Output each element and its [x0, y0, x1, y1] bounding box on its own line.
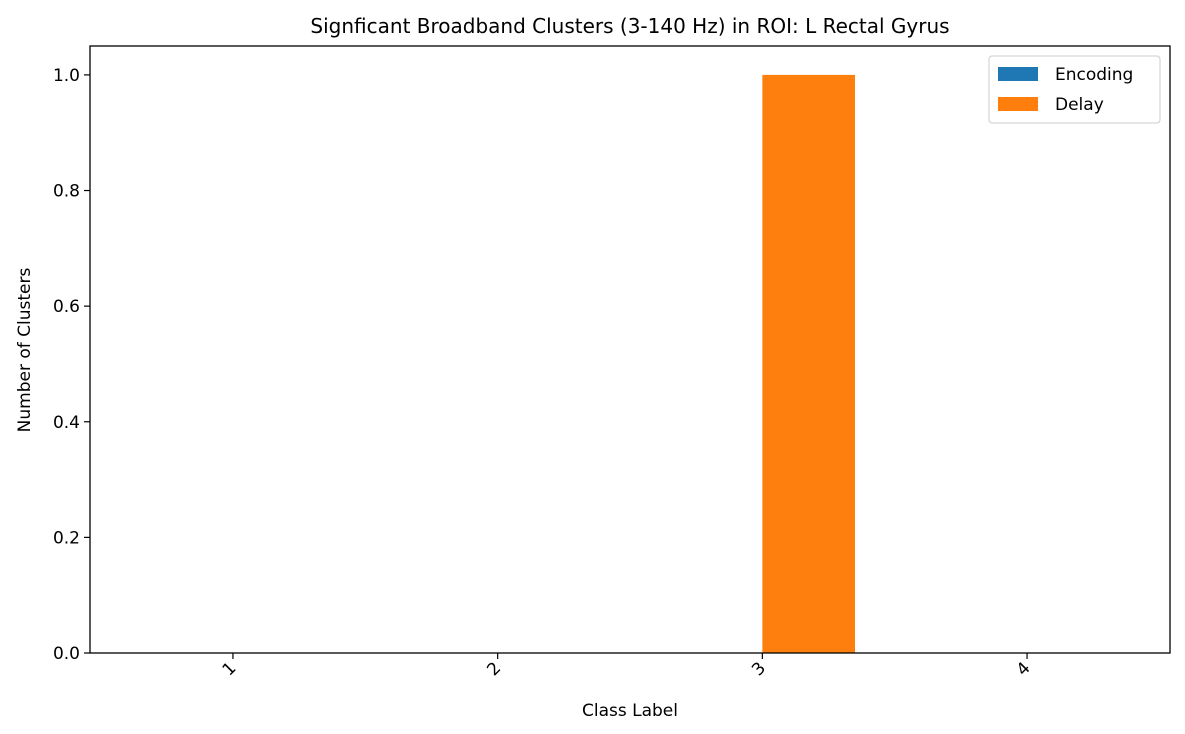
y-tick-label: 0.8: [53, 182, 80, 202]
x-tick-label: 1: [219, 658, 241, 680]
x-tick-label: 3: [748, 658, 770, 680]
legend-swatch-encoding: [998, 67, 1038, 81]
y-tick-label: 1.0: [53, 66, 80, 86]
legend-label-encoding: Encoding: [1055, 65, 1133, 85]
bars-layer: [762, 74, 855, 653]
x-tick-label: 2: [483, 658, 505, 680]
y-tick-label: 0.4: [53, 413, 80, 433]
x-axis: 1 2 3 4: [219, 653, 1035, 680]
y-axis-label: Number of Clusters: [15, 268, 35, 433]
legend: Encoding Delay: [988, 55, 1161, 124]
chart-title: Signficant Broadband Clusters (3-140 Hz)…: [310, 14, 949, 38]
y-axis: 0.0 0.2 0.4 0.6 0.8 1.0: [53, 66, 90, 664]
x-axis-label: Class Label: [582, 701, 678, 721]
y-tick-label: 0.0: [53, 644, 80, 664]
legend-swatch-delay: [998, 97, 1038, 111]
legend-label-delay: Delay: [1055, 95, 1104, 115]
y-tick-label: 0.2: [53, 528, 80, 548]
x-tick-label: 4: [1013, 658, 1035, 680]
bar-delay-3: [762, 74, 855, 653]
y-tick-label: 0.6: [53, 297, 80, 317]
plot-frame: [89, 45, 1171, 654]
